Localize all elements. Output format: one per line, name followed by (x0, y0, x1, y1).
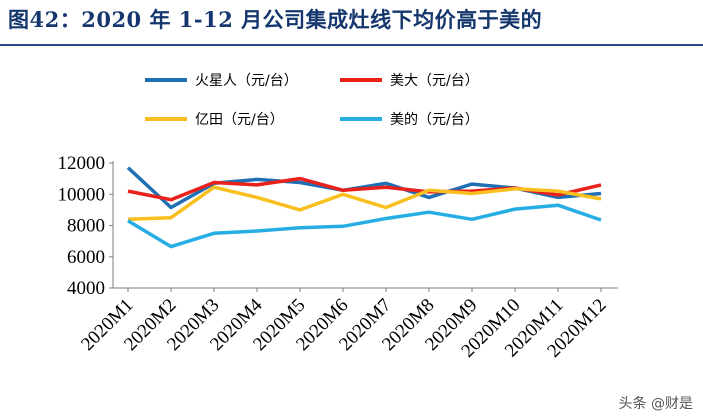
legend-label-1: 火星人（元/台） (195, 73, 298, 89)
y-tick-label: 4000 (67, 278, 105, 299)
y-tick-label: 6000 (67, 247, 105, 268)
y-tick-label: 8000 (67, 216, 105, 237)
series-line-3 (127, 185, 602, 222)
watermark: 头条 @财是 (618, 396, 693, 412)
series-line-4 (127, 203, 602, 249)
legend-label-3: 亿田（元/台） (195, 112, 284, 128)
figure-title: 图42：2020 年 1-12 月公司集成灶线下均价高于美的 (8, 7, 543, 32)
y-tick-label: 10000 (58, 184, 106, 205)
chart-axes: 40006000800010000120002020M12020M22020M3… (58, 153, 618, 362)
chart-legend: 火星人（元/台） 美大（元/台） 亿田（元/台） 美的（元/台） (145, 73, 479, 128)
title-bar: 图42：2020 年 1-12 月公司集成灶线下均价高于美的 (0, 0, 703, 46)
legend-label-2: 美大（元/台） (390, 73, 479, 89)
y-tick-label: 12000 (58, 153, 106, 174)
legend-label-4: 美的（元/台） (390, 112, 479, 128)
chart-series-lines (126, 166, 602, 249)
